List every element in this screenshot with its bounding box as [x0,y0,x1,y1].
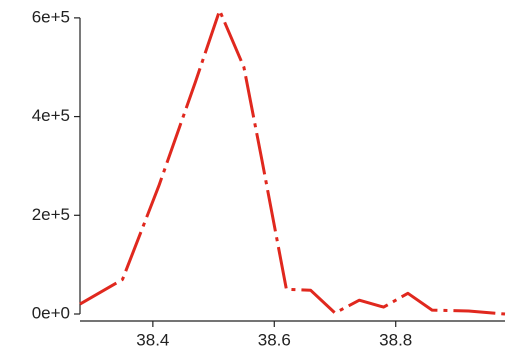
y-tick-label: 4e+5 [32,106,70,125]
series-line [79,9,506,316]
x-tick-label: 38.4 [136,330,169,349]
series-group [79,9,506,316]
y-axis: 0e+0 2e+5 4e+5 6e+5 [32,7,81,322]
y-tick-label: 6e+5 [32,7,70,26]
y-tick-label: 2e+5 [32,205,70,224]
y-tick-label: 0e+0 [32,303,70,322]
x-axis: 38.4 38.6 38.8 [80,320,505,349]
x-tick-label: 38.8 [379,330,412,349]
x-tick-label: 38.6 [258,330,291,349]
